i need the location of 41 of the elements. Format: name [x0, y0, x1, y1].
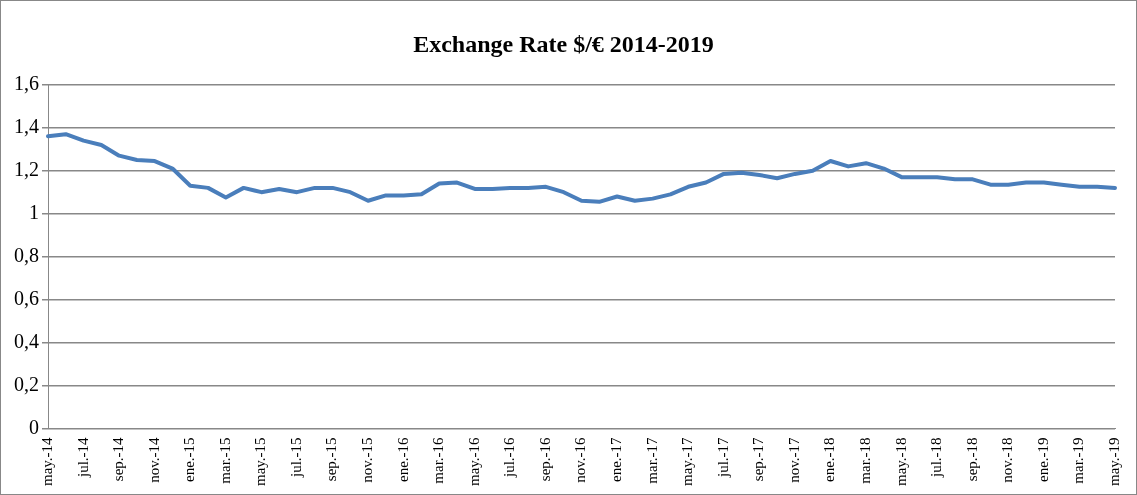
x-tick-label: jul.-15	[287, 437, 304, 478]
x-tick-label: nov.-16	[572, 436, 589, 483]
x-tick-label: sep.-17	[750, 436, 767, 482]
y-tick-label: 0,6	[14, 286, 39, 309]
y-tick-label: 0,8	[14, 243, 39, 266]
x-tick-label: sep.-14	[110, 436, 127, 482]
y-tick-label: 1	[29, 200, 39, 223]
x-tick-label: nov.-18	[999, 437, 1016, 483]
x-tick-label: ene.-19	[1034, 437, 1051, 482]
x-tick-label: ene.-17	[608, 436, 624, 482]
x-tick-label: mar.-15	[216, 437, 233, 484]
x-tick-label: may.-14	[38, 436, 55, 487]
x-tick-label: nov.-14	[145, 436, 162, 483]
x-tick-label: ene.-15	[181, 437, 198, 482]
x-tick-label: may.-18	[892, 437, 909, 487]
x-tick-label: may.-17	[679, 436, 696, 487]
x-tick-label: jul.-18	[928, 437, 945, 478]
y-tick-label: 1,4	[14, 115, 39, 137]
x-tick-label: sep.-16	[536, 436, 553, 482]
x-tick-label: jul.-16	[501, 436, 518, 478]
x-tick-label: ene.-16	[394, 436, 411, 482]
x-tick-label: nov.-17	[785, 436, 802, 483]
y-tick-label: 0	[29, 415, 39, 438]
x-tick-label: may.-19	[1105, 437, 1122, 487]
x-tick-label: mar.-16	[430, 436, 447, 484]
x-tick-label: sep.-15	[323, 437, 340, 482]
x-tick-label: may.-16	[465, 436, 482, 487]
x-tick-label: sep.-18	[963, 437, 980, 482]
x-tick-label: jul.-17	[714, 436, 731, 478]
x-tick-label: mar.-17	[643, 436, 660, 484]
chart-title: Exchange Rate $/€ 2014-2019	[413, 30, 714, 57]
y-tick-label: 1,2	[14, 157, 39, 180]
x-tick-label: mar.-18	[856, 437, 873, 484]
x-tick-label: nov.-15	[359, 437, 376, 483]
x-tick-label: mar.-19	[1070, 437, 1087, 484]
y-tick-label: 1,6	[14, 72, 39, 95]
x-tick-label: ene.-18	[821, 437, 838, 482]
x-tick-label: may.-15	[252, 437, 269, 487]
y-tick-label: 0,2	[14, 372, 39, 395]
x-tick-label: jul.-14	[74, 436, 91, 478]
y-tick-label: 0,4	[14, 329, 39, 352]
